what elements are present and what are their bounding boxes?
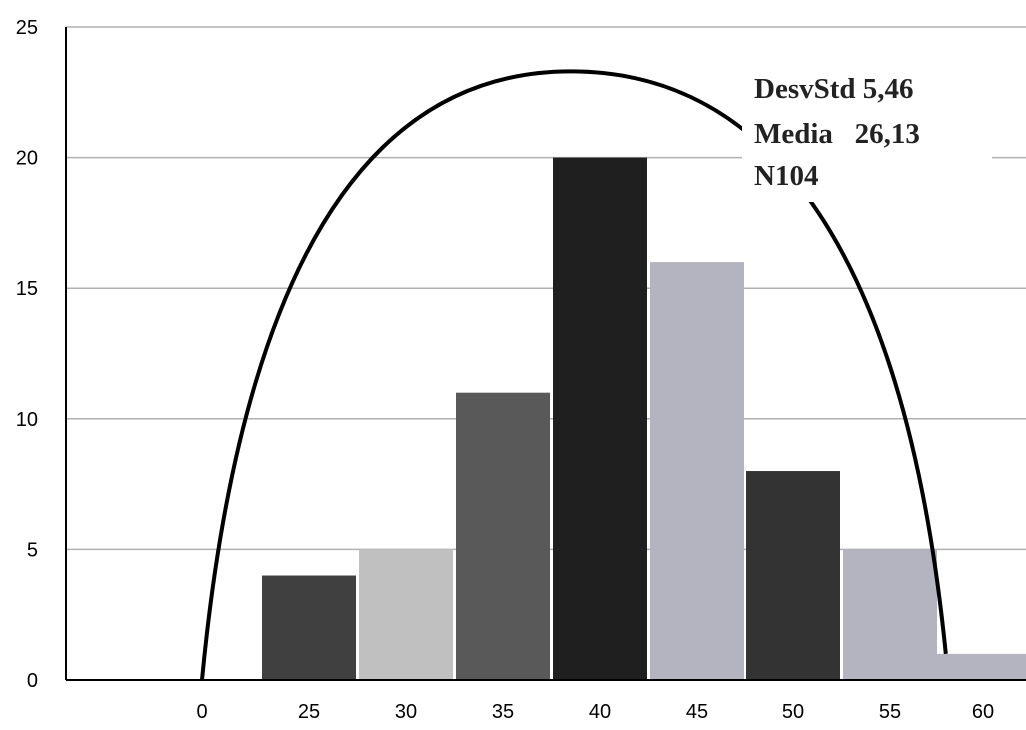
y-tick-label: 0 [27,670,38,692]
x-tick-label: 30 [395,701,417,723]
bar-30 [359,549,453,680]
y-tick-label: 5 [27,539,38,561]
y-tick-label: 20 [16,148,38,170]
y-tick-label: 15 [16,278,38,300]
bars [262,157,1026,681]
bar-45 [650,262,744,680]
x-tick-label: 45 [686,701,708,723]
normal-curve [200,69,948,681]
stats-stddev: DesvStd 5,46 [754,73,914,105]
y-tick-labels: 0 5 10 15 20 25 [16,17,38,692]
bar-50 [746,471,840,680]
bar-40 [553,157,647,681]
x-tick-label: 35 [492,701,514,723]
stats-box [742,68,992,202]
stats-n: N104 [754,160,818,192]
y-tick-label: 10 [16,409,38,431]
x-tick-label: 55 [879,701,901,723]
x-tick-labels: 0 25 30 35 40 45 50 55 60 [196,701,994,723]
x-tick-label: 40 [589,701,611,723]
bar-35 [456,392,550,680]
x-tick-label: 60 [972,701,994,723]
x-tick-label: 25 [298,701,320,723]
y-tick-label: 25 [16,17,38,39]
bar-55 [843,549,937,680]
stats-mean: Media 26,13 [754,118,920,150]
x-tick-label: 0 [196,701,207,723]
bar-60 [936,653,1026,680]
bar-25 [262,575,356,680]
x-tick-label: 50 [782,701,804,723]
